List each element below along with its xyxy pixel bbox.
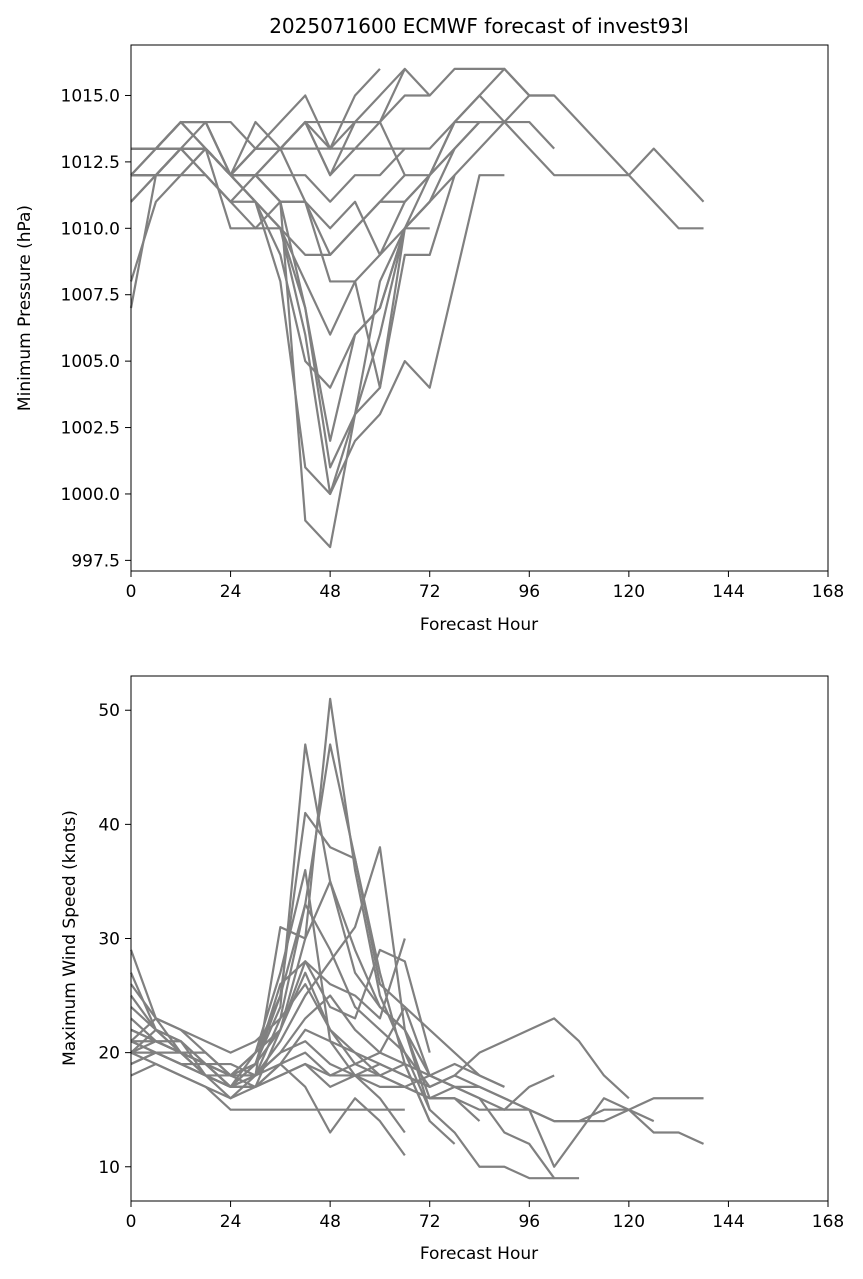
- pressure-chart: 2025071600 ECMWF forecast of invest93l 0…: [15, 14, 844, 635]
- pressure-y-tick-label: 1000.0: [61, 485, 120, 505]
- wind-x-tick-label: 120: [613, 1212, 645, 1232]
- wind-y-tick-label: 40: [98, 815, 120, 835]
- pressure-x-tick-label: 24: [220, 582, 242, 602]
- wind-chart: 0 24 48 72 96 120 144 168 10 20 30 40 50 Forecast H…: [60, 675, 844, 1264]
- wind-y-tick-label: 50: [98, 701, 120, 721]
- wind-series-line-13: [130, 697, 431, 1111]
- wind-y-tick-label: 20: [98, 1044, 120, 1064]
- pressure-series-line-17: [131, 120, 406, 177]
- pressure-x-ticks: 0 24 48 72 96 120 144 168: [126, 571, 844, 602]
- pressure-y-tick-label: 1005.0: [61, 352, 120, 372]
- wind-plot-frame: [130, 675, 829, 1202]
- wind-x-tick-label: 72: [419, 1212, 441, 1232]
- pressure-y-tick-label: 1010.0: [61, 219, 120, 239]
- wind-x-tick-label: 0: [126, 1212, 137, 1232]
- wind-x-tick-label: 24: [220, 1212, 242, 1232]
- pressure-x-tick-label: 96: [518, 582, 540, 602]
- pressure-series-line-5: [129, 67, 531, 282]
- wind-x-axis-label: Forecast Hour: [420, 1244, 538, 1264]
- wind-series-line-18: [130, 1051, 406, 1156]
- pressure-x-tick-label: 144: [712, 582, 744, 602]
- pressure-y-tick-label: 1002.5: [61, 419, 120, 439]
- wind-series-line-5: [131, 1051, 555, 1111]
- pressure-x-tick-label: 168: [812, 582, 844, 602]
- wind-series-line-4: [130, 1017, 630, 1100]
- pressure-x-tick-label: 72: [419, 582, 441, 602]
- wind-x-tick-label: 48: [319, 1212, 341, 1232]
- pressure-x-tick-label: 48: [319, 582, 341, 602]
- wind-x-tick-label: 96: [518, 1212, 540, 1232]
- wind-series-line-19: [130, 938, 406, 1077]
- pressure-series-line-1: [131, 67, 705, 203]
- wind-series-group: [129, 697, 704, 1180]
- pressure-y-axis-label: Minimum Pressure (hPa): [15, 205, 35, 411]
- wind-x-tick-label: 144: [712, 1212, 744, 1232]
- pressure-y-tick-label: 997.5: [71, 551, 120, 571]
- chart-title: 2025071600 ECMWF forecast of invest93l: [269, 14, 689, 38]
- pressure-y-ticks: 997.5 1000.0 1002.5 1005.0 1007.5 1010.0 1012.…: [61, 86, 131, 571]
- wind-x-ticks: 0 24 48 72 96 120 144 168: [126, 1201, 844, 1232]
- wind-y-tick-label: 30: [98, 930, 120, 950]
- wind-y-tick-label: 10: [98, 1158, 120, 1178]
- pressure-series-group: [129, 67, 705, 549]
- wind-series-line-20: [130, 983, 431, 1122]
- pressure-y-tick-label: 1012.5: [61, 153, 120, 173]
- pressure-series-line-18: [130, 68, 406, 177]
- pressure-y-tick-label: 1015.0: [61, 86, 120, 106]
- pressure-x-axis-label: Forecast Hour: [420, 615, 538, 635]
- pressure-y-tick-label: 1007.5: [61, 286, 120, 306]
- wind-y-ticks: 10 20 30 40 50: [98, 701, 131, 1178]
- wind-y-axis-label: Maximum Wind Speed (knots): [60, 810, 80, 1066]
- pressure-x-tick-label: 120: [613, 582, 645, 602]
- pressure-plot-frame: [130, 44, 829, 572]
- pressure-x-tick-label: 0: [126, 582, 137, 602]
- wind-x-tick-label: 168: [812, 1212, 844, 1232]
